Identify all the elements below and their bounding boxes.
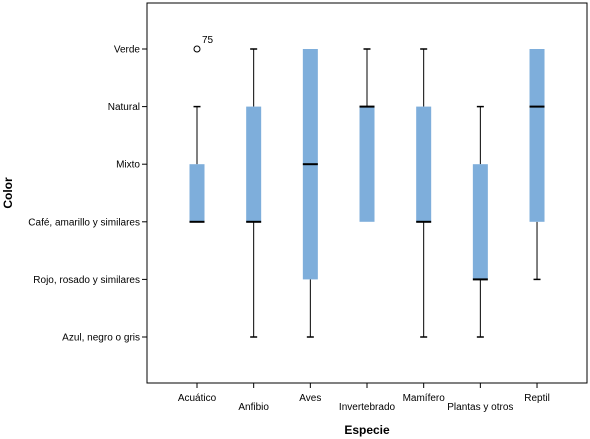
y-tick-label: Azul, negro o gris [62,333,140,344]
boxes-group: 75 [189,35,545,338]
x-tick-label: Plantas y otros [447,402,513,413]
y-tick-label: Mixto [116,160,140,171]
iqr-box [359,106,375,222]
x-tick-label: Aves [299,393,321,404]
y-axis-title: Color [1,177,15,209]
y-axis-ticks: Azul, negro o gris Rojo, rosado y similar… [28,45,147,344]
x-tick-label: Acuático [178,393,217,404]
iqr-box [189,164,205,222]
box-1: 75 [189,35,214,223]
x-axis-ticks: Acuático Anfibio Aves Invertebrado MamíferoP… [178,383,550,413]
iqr-box [529,49,545,222]
outlier-point [193,45,201,53]
box-5 [416,48,432,338]
x-tick-label: Anfibio [238,402,269,413]
iqr-box [246,106,262,222]
box-6 [472,105,488,338]
y-tick-label: Natural [108,102,140,113]
x-tick-label: Reptil [524,393,550,404]
y-tick-label: Café, amarillo y similares [28,217,140,228]
iqr-box [416,106,432,222]
box-4 [359,48,375,222]
y-tick-label: Verde [114,45,141,56]
box-7 [529,49,545,281]
iqr-box [472,164,488,280]
x-tick-label: Invertebrado [339,402,396,413]
box-2 [246,48,262,338]
outlier-label: 75 [202,35,214,46]
y-tick-label: Rojo, rosado y similares [33,275,140,286]
box-3 [302,49,318,338]
x-tick-label: Mamífero [403,393,446,404]
x-axis-title: Especie [344,423,390,437]
